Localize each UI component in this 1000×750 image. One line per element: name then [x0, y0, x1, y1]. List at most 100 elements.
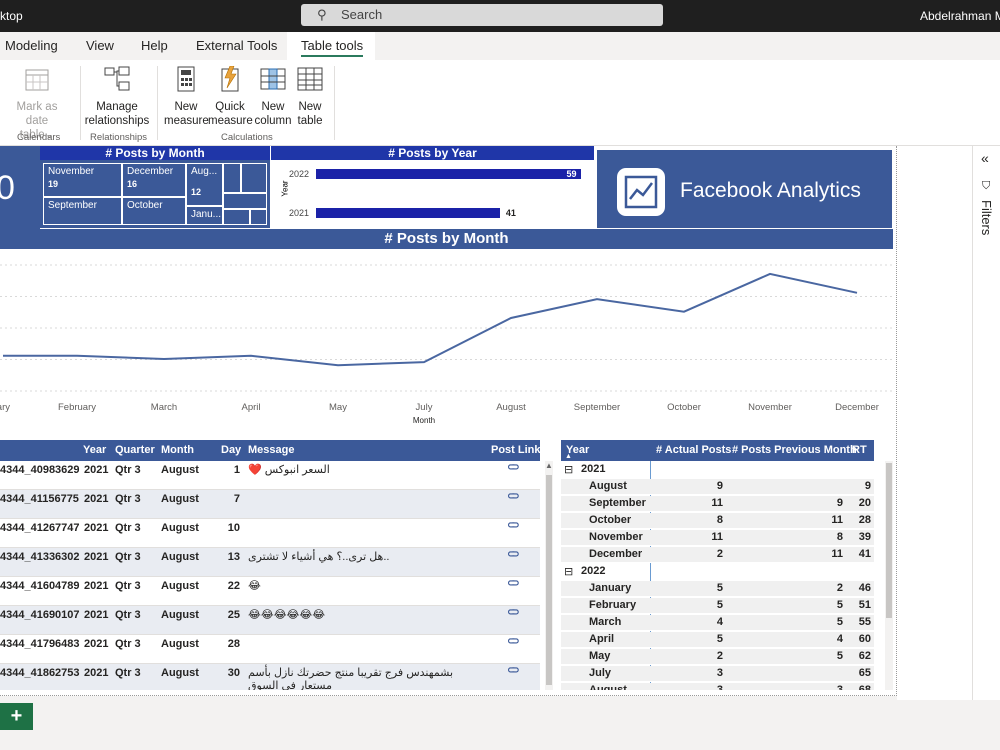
matrix-header-year[interactable]: Year: [566, 444, 590, 456]
treemap-cell[interactable]: [223, 193, 267, 209]
new-measure-button[interactable]: New measure: [164, 66, 209, 128]
treemap-cell[interactable]: September: [43, 197, 122, 225]
matrix-row[interactable]: [561, 632, 874, 648]
treemap-cell[interactable]: November 19: [43, 163, 122, 197]
user-name[interactable]: Abdelrahman M: [920, 9, 1000, 23]
matrix-row[interactable]: [561, 615, 874, 631]
col-header-quarter[interactable]: Quarter: [115, 444, 155, 456]
matrix-row[interactable]: [561, 496, 874, 512]
matrix-row[interactable]: [561, 513, 874, 529]
matrix-row[interactable]: [561, 479, 874, 495]
line-chart-title: # Posts by Month: [0, 229, 893, 249]
matrix-row[interactable]: [561, 581, 874, 597]
quick-measure-button[interactable]: Quick measure: [208, 65, 253, 128]
cell-day: 1: [233, 464, 240, 476]
menu-view[interactable]: View: [86, 38, 114, 53]
treemap-cell-label: December: [127, 166, 174, 177]
treemap-cell[interactable]: December 16: [122, 163, 186, 197]
kpi-card[interactable]: 0: [0, 146, 40, 230]
matrix-rt: 20: [858, 497, 871, 509]
treemap-cell[interactable]: [223, 163, 241, 193]
table-row[interactable]: [0, 519, 540, 548]
col-header-message[interactable]: Message: [248, 444, 295, 456]
matrix-row[interactable]: [561, 649, 874, 665]
matrix-month-label: August: [589, 684, 627, 690]
matrix-row[interactable]: [561, 666, 874, 682]
link-icon[interactable]: ⊂⊃: [507, 636, 520, 647]
posts-by-year-chart[interactable]: Year 2022 59 2021 41: [271, 160, 594, 228]
year-bar[interactable]: [316, 208, 500, 218]
scrollbar-thumb[interactable]: [546, 475, 552, 685]
treemap-cell-value: 12: [191, 187, 202, 197]
col-header-day[interactable]: Day: [221, 444, 242, 456]
filters-pane[interactable]: « ⛉ Filters: [972, 146, 1000, 700]
x-tick-label: February: [58, 402, 96, 413]
link-icon[interactable]: ⊂⊃: [507, 462, 520, 473]
search-box[interactable]: ⚲ Search: [301, 4, 663, 26]
mark-as-date-table-button[interactable]: Mark as date table⌄: [4, 66, 70, 142]
table-row[interactable]: [0, 606, 540, 635]
treemap-cell[interactable]: October: [122, 197, 186, 225]
new-column-button[interactable]: New column: [252, 66, 294, 128]
analytics-logo-icon: [617, 168, 665, 216]
matrix-rt: 46: [858, 582, 871, 594]
menu-external-tools[interactable]: External Tools: [196, 38, 278, 53]
link-icon[interactable]: ⊂⊃: [507, 549, 520, 560]
posts-matrix[interactable]: Year ▲ # Actual Posts # Posts Previous M…: [561, 440, 897, 690]
table-row[interactable]: [0, 635, 540, 664]
tab-table-tools[interactable]: Table tools: [287, 32, 375, 60]
table-icon: [297, 67, 323, 91]
matrix-row[interactable]: [561, 530, 874, 546]
collapse-icon[interactable]: «: [981, 150, 989, 166]
matrix-header-actual-posts[interactable]: # Actual Posts: [656, 444, 732, 456]
treemap-cell[interactable]: [241, 163, 267, 193]
treemap-cell[interactable]: Aug... 12: [186, 163, 223, 206]
link-icon[interactable]: ⊂⊃: [507, 607, 520, 618]
matrix-scrollbar-thumb[interactable]: [886, 463, 892, 618]
cell-month: August: [161, 522, 199, 534]
posts-by-month-treemap[interactable]: November 19 December 16 Aug... 12 September…: [40, 160, 270, 228]
manage-relationships-button[interactable]: Manage relationships: [84, 66, 150, 128]
link-icon[interactable]: ⊂⊃: [507, 578, 520, 589]
cell-month: August: [161, 580, 199, 592]
collapse-icon[interactable]: ⊟: [564, 464, 574, 476]
series-line[interactable]: [3, 272, 858, 367]
link-icon[interactable]: ⊂⊃: [507, 491, 520, 502]
col-header-year[interactable]: Year: [83, 444, 107, 456]
menu-modeling[interactable]: Modeling: [5, 38, 58, 53]
treemap-cell[interactable]: [223, 209, 250, 225]
year-bar[interactable]: [316, 169, 581, 179]
posts-table[interactable]: Year Quarter Month Day Message Post Link…: [0, 440, 555, 690]
col-header-post-link[interactable]: Post Link: [491, 444, 541, 456]
matrix-month-label: August: [589, 480, 627, 492]
col-header-month[interactable]: Month: [161, 444, 194, 456]
table-row[interactable]: [0, 577, 540, 606]
link-icon[interactable]: ⊂⊃: [507, 665, 520, 676]
matrix-row[interactable]: [561, 547, 874, 563]
posts-table-scrollbar[interactable]: ▲: [545, 461, 553, 690]
matrix-header-rt[interactable]: RT: [852, 444, 867, 456]
scroll-up-icon[interactable]: ▲: [545, 461, 553, 470]
search-placeholder: Search: [341, 7, 383, 22]
table-row[interactable]: [0, 548, 540, 577]
treemap-cell[interactable]: Janu...: [186, 206, 223, 225]
collapse-icon[interactable]: ⊟: [564, 566, 574, 578]
posts-by-month-line-chart[interactable]: ary February March April May July August Septem…: [0, 249, 893, 429]
matrix-header-previous-month[interactable]: # Posts Previous Month: [732, 444, 857, 456]
table-row[interactable]: [0, 461, 540, 490]
treemap-cell[interactable]: [250, 209, 267, 225]
year-bar-value: 59: [566, 169, 577, 179]
matrix-previous-month: 4: [836, 633, 843, 645]
matrix-scrollbar[interactable]: [885, 461, 893, 690]
table-row[interactable]: [0, 664, 540, 690]
matrix-year-label[interactable]: 2021: [581, 463, 606, 475]
table-row[interactable]: [0, 490, 540, 519]
link-icon[interactable]: ⊂⊃: [507, 520, 520, 531]
menu-help[interactable]: Help: [141, 38, 168, 53]
matrix-year-label[interactable]: 2022: [581, 565, 606, 577]
matrix-row[interactable]: [561, 598, 874, 614]
matrix-row[interactable]: [561, 683, 874, 690]
add-page-button[interactable]: +: [0, 703, 33, 730]
treemap-cell-label: Aug...: [191, 166, 218, 177]
new-table-button[interactable]: New table: [294, 66, 326, 128]
